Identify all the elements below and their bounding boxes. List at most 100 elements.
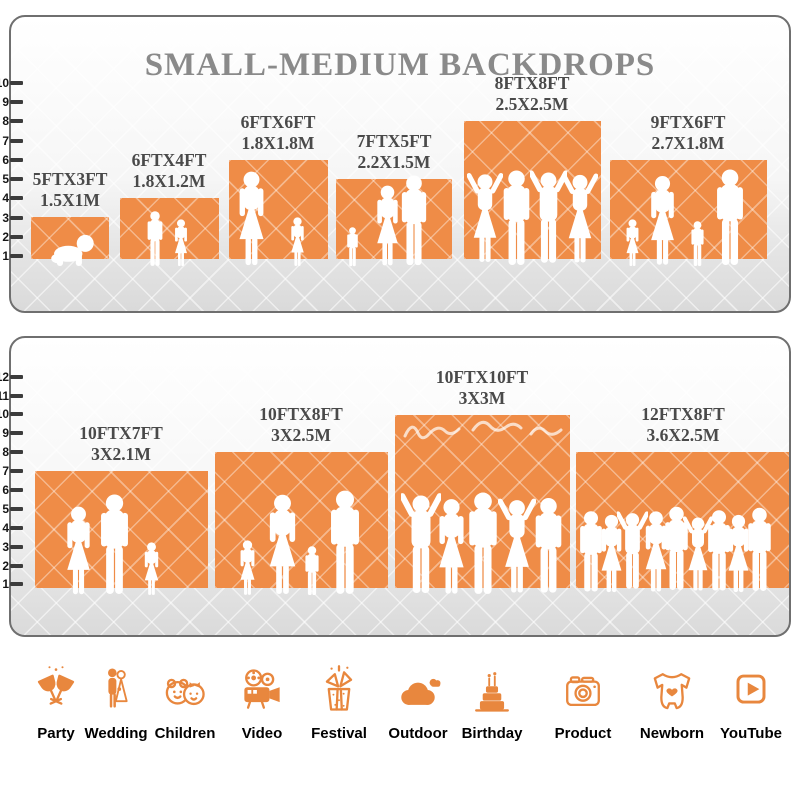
backdrop-label: 9FTX6FT 2.7X1.8M	[651, 112, 726, 155]
category-label: Children	[154, 725, 216, 742]
ruler-tick	[10, 393, 23, 398]
ruler-number: 9	[2, 426, 9, 441]
size-ft: 6FTX4FT	[131, 150, 207, 170]
size-ft: 9FTX6FT	[650, 112, 726, 132]
backdrop-10ftx10ft	[395, 415, 570, 588]
youtube-play-icon	[736, 674, 766, 704]
ruler-number: 2	[2, 229, 9, 244]
category-festival: Festival	[299, 664, 379, 742]
backdrop-8ftx8ft	[464, 121, 601, 259]
category-video: Video	[222, 664, 302, 742]
ruler-number: 3	[2, 210, 9, 225]
medium-large-backdrops-panel: 10FTX7FT 3X2.1M 10FTX8FT 3X2.5M 10FTX10FT 3…	[9, 336, 791, 637]
category-label: Product	[554, 725, 612, 742]
ruler-tick	[10, 412, 23, 417]
category-label: Festival	[311, 725, 367, 742]
outdoor-cloud-icon	[401, 678, 441, 705]
ruler-number: 6	[2, 483, 9, 497]
ruler-tick	[10, 563, 23, 568]
ruler-number: 5	[2, 501, 9, 516]
party-glasses-icon	[37, 666, 75, 705]
category-children: Children	[145, 664, 225, 742]
ruler-tick	[10, 119, 23, 124]
panel1-inner: SMALL-MEDIUM BACKDROPS 5FTX3FT 1.5X1M 6FT…	[11, 17, 789, 311]
ruler-number: 6	[2, 152, 9, 167]
size-m: 1.8X1.8M	[241, 133, 315, 154]
size-m: 2.7X1.8M	[651, 133, 725, 154]
wedding-couple-icon	[108, 668, 128, 708]
ruler-tick	[10, 544, 23, 549]
small-medium-backdrops-panel: SMALL-MEDIUM BACKDROPS 5FTX3FT 1.5X1M 6FT…	[9, 15, 791, 313]
backdrop-10ftx7ft	[35, 471, 208, 588]
ruler-number: 4	[2, 520, 9, 535]
category-label: Video	[241, 725, 283, 742]
backdrop-12ftx8ft	[576, 452, 789, 588]
ruler-number: 12	[0, 369, 9, 384]
ruler-tick	[10, 234, 23, 239]
ruler-number: 11	[0, 388, 9, 403]
size-ft: 10FTX10FT	[435, 367, 529, 387]
category-label: Birthday	[461, 725, 523, 742]
backdrop-label: 6FTX4FT 1.8X1.2M	[132, 150, 207, 193]
ruler-number: 5	[2, 172, 9, 186]
category-label: Party	[37, 725, 75, 742]
ruler-number: 8	[2, 114, 9, 129]
backdrop-10ftx8ft	[215, 452, 388, 588]
ruler-tick	[10, 582, 23, 587]
category-label: YouTube	[720, 725, 782, 742]
ruler-tick	[10, 254, 23, 258]
ruler-number: 1	[2, 577, 9, 592]
category-wedding: Wedding	[76, 664, 156, 742]
ruler-tick	[10, 450, 23, 455]
ruler-tick	[10, 506, 23, 511]
size-m: 2.2X1.5M	[357, 152, 431, 173]
category-label: Newborn	[639, 725, 705, 742]
ruler-number: 7	[2, 464, 9, 479]
ruler-number: 8	[2, 445, 9, 460]
backdrop-9ftx6ft	[610, 160, 767, 259]
size-ft: 5FTX3FT	[32, 169, 108, 189]
size-m: 3X2.5M	[271, 425, 331, 446]
panel2-inner: 10FTX7FT 3X2.1M 10FTX8FT 3X2.5M 10FTX10FT 3…	[11, 338, 789, 635]
size-m: 2.5X2.5M	[495, 94, 569, 115]
backdrop-label: 6FTX6FT 1.8X1.8M	[241, 112, 316, 155]
backdrop-label: 8FTX8FT 2.5X2.5M	[495, 73, 570, 116]
category-birthday: Birthday	[452, 664, 532, 742]
category-youtube: YouTube	[711, 664, 791, 742]
children-faces-icon	[165, 678, 205, 706]
ruler-number: 4	[2, 191, 9, 206]
size-ft: 12FTX8FT	[641, 404, 725, 424]
backdrop-6ftx6ft	[229, 160, 328, 259]
page-title: SMALL-MEDIUM BACKDROPS	[144, 47, 656, 83]
ruler-number: 10	[0, 75, 9, 90]
category-party: Party	[16, 664, 96, 742]
backdrop-label: 10FTX8FT 3X2.5M	[259, 404, 343, 447]
backdrop-label: 10FTX7FT 3X2.1M	[79, 423, 163, 466]
ruler-tick	[10, 196, 23, 201]
backdrop-label: 7FTX5FT 2.2X1.5M	[357, 131, 432, 174]
backdrop-5ftx3ft	[31, 217, 109, 259]
ruler-number: 3	[2, 539, 9, 554]
ruler-tick	[10, 215, 23, 220]
ruler-tick	[10, 431, 23, 436]
ruler-tick	[10, 100, 23, 104]
category-label: Outdoor	[388, 725, 448, 742]
video-camera-icon	[244, 669, 280, 709]
size-ft: 7FTX5FT	[356, 131, 432, 151]
size-m: 1.8X1.2M	[132, 171, 206, 192]
backdrop-7ftx5ft	[336, 179, 452, 259]
ruler-number: 9	[2, 95, 9, 109]
ruler-tick	[10, 488, 23, 492]
backdrop-label: 5FTX3FT 1.5X1M	[33, 169, 108, 212]
festival-gift-icon	[325, 665, 353, 711]
category-outdoor: Outdoor	[378, 664, 458, 742]
ruler-tick	[10, 80, 23, 85]
ruler-number: 2	[2, 558, 9, 573]
product-camera-icon	[566, 676, 600, 707]
size-ft: 10FTX7FT	[79, 423, 163, 443]
category-product: Product	[543, 664, 623, 742]
size-m: 3X2.1M	[91, 444, 151, 465]
newborn-onesie-icon	[653, 673, 691, 710]
ruler-tick	[10, 138, 23, 143]
